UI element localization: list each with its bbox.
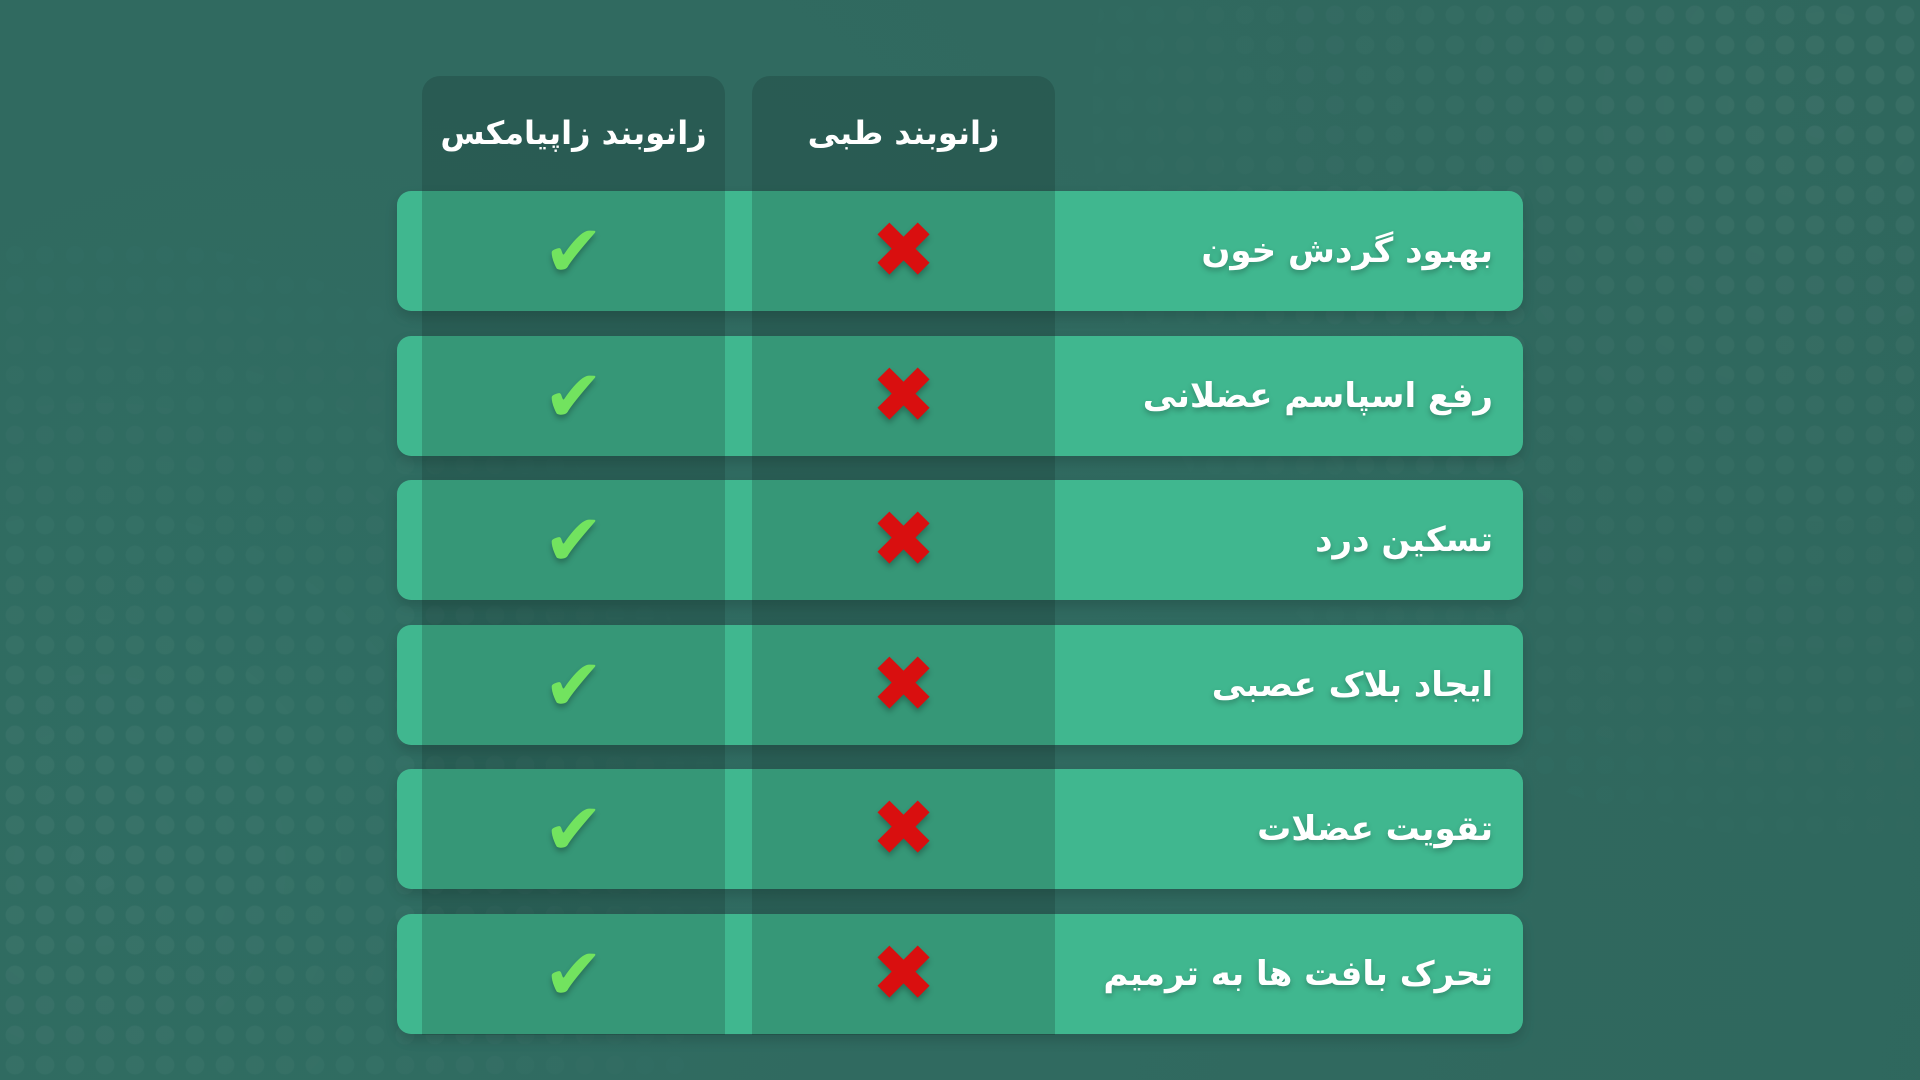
row-label: تحرک بافت ها به ترمیم <box>1103 953 1493 994</box>
table-row: ایجاد بلاک عصبی <box>397 624 1523 745</box>
check-icon: ✔ <box>543 931 604 1016</box>
column-header-zapiamax: زانوبند زاپیامکس <box>440 114 707 152</box>
check-icon: ✔ <box>543 498 604 582</box>
table-row: بهبود گردش خون <box>397 191 1523 311</box>
row-label: تسکین درد <box>1315 520 1493 560</box>
column-zapiamax: زانوبند زاپیامکس <box>422 76 725 1035</box>
table-row: تحرک بافت ها به ترمیم <box>397 913 1523 1034</box>
table-row: تسکین درد <box>397 480 1523 600</box>
check-icon: ✔ <box>543 353 604 438</box>
table-row: تقویت عضلات <box>397 769 1523 889</box>
check-icon: ✔ <box>543 787 604 871</box>
row-label: ایجاد بلاک عصبی <box>1211 664 1493 705</box>
cross-icon: ✖ <box>870 784 937 874</box>
table-row: رفع اسپاسم عضلانی <box>397 335 1523 456</box>
cross-icon: ✖ <box>870 928 937 1019</box>
cross-icon: ✖ <box>870 495 937 585</box>
row-label: تقویت عضلات <box>1257 809 1493 849</box>
check-icon: ✔ <box>543 209 604 293</box>
column-header-medical: زانوبند طبی <box>807 114 1000 152</box>
cross-icon: ✖ <box>870 206 937 296</box>
check-icon: ✔ <box>543 642 604 727</box>
row-label: بهبود گردش خون <box>1201 231 1493 271</box>
column-medical: زانوبند طبی <box>752 76 1055 1035</box>
cross-icon: ✖ <box>870 639 937 730</box>
row-label: رفع اسپاسم عضلانی <box>1142 375 1493 416</box>
cross-icon: ✖ <box>870 350 937 441</box>
